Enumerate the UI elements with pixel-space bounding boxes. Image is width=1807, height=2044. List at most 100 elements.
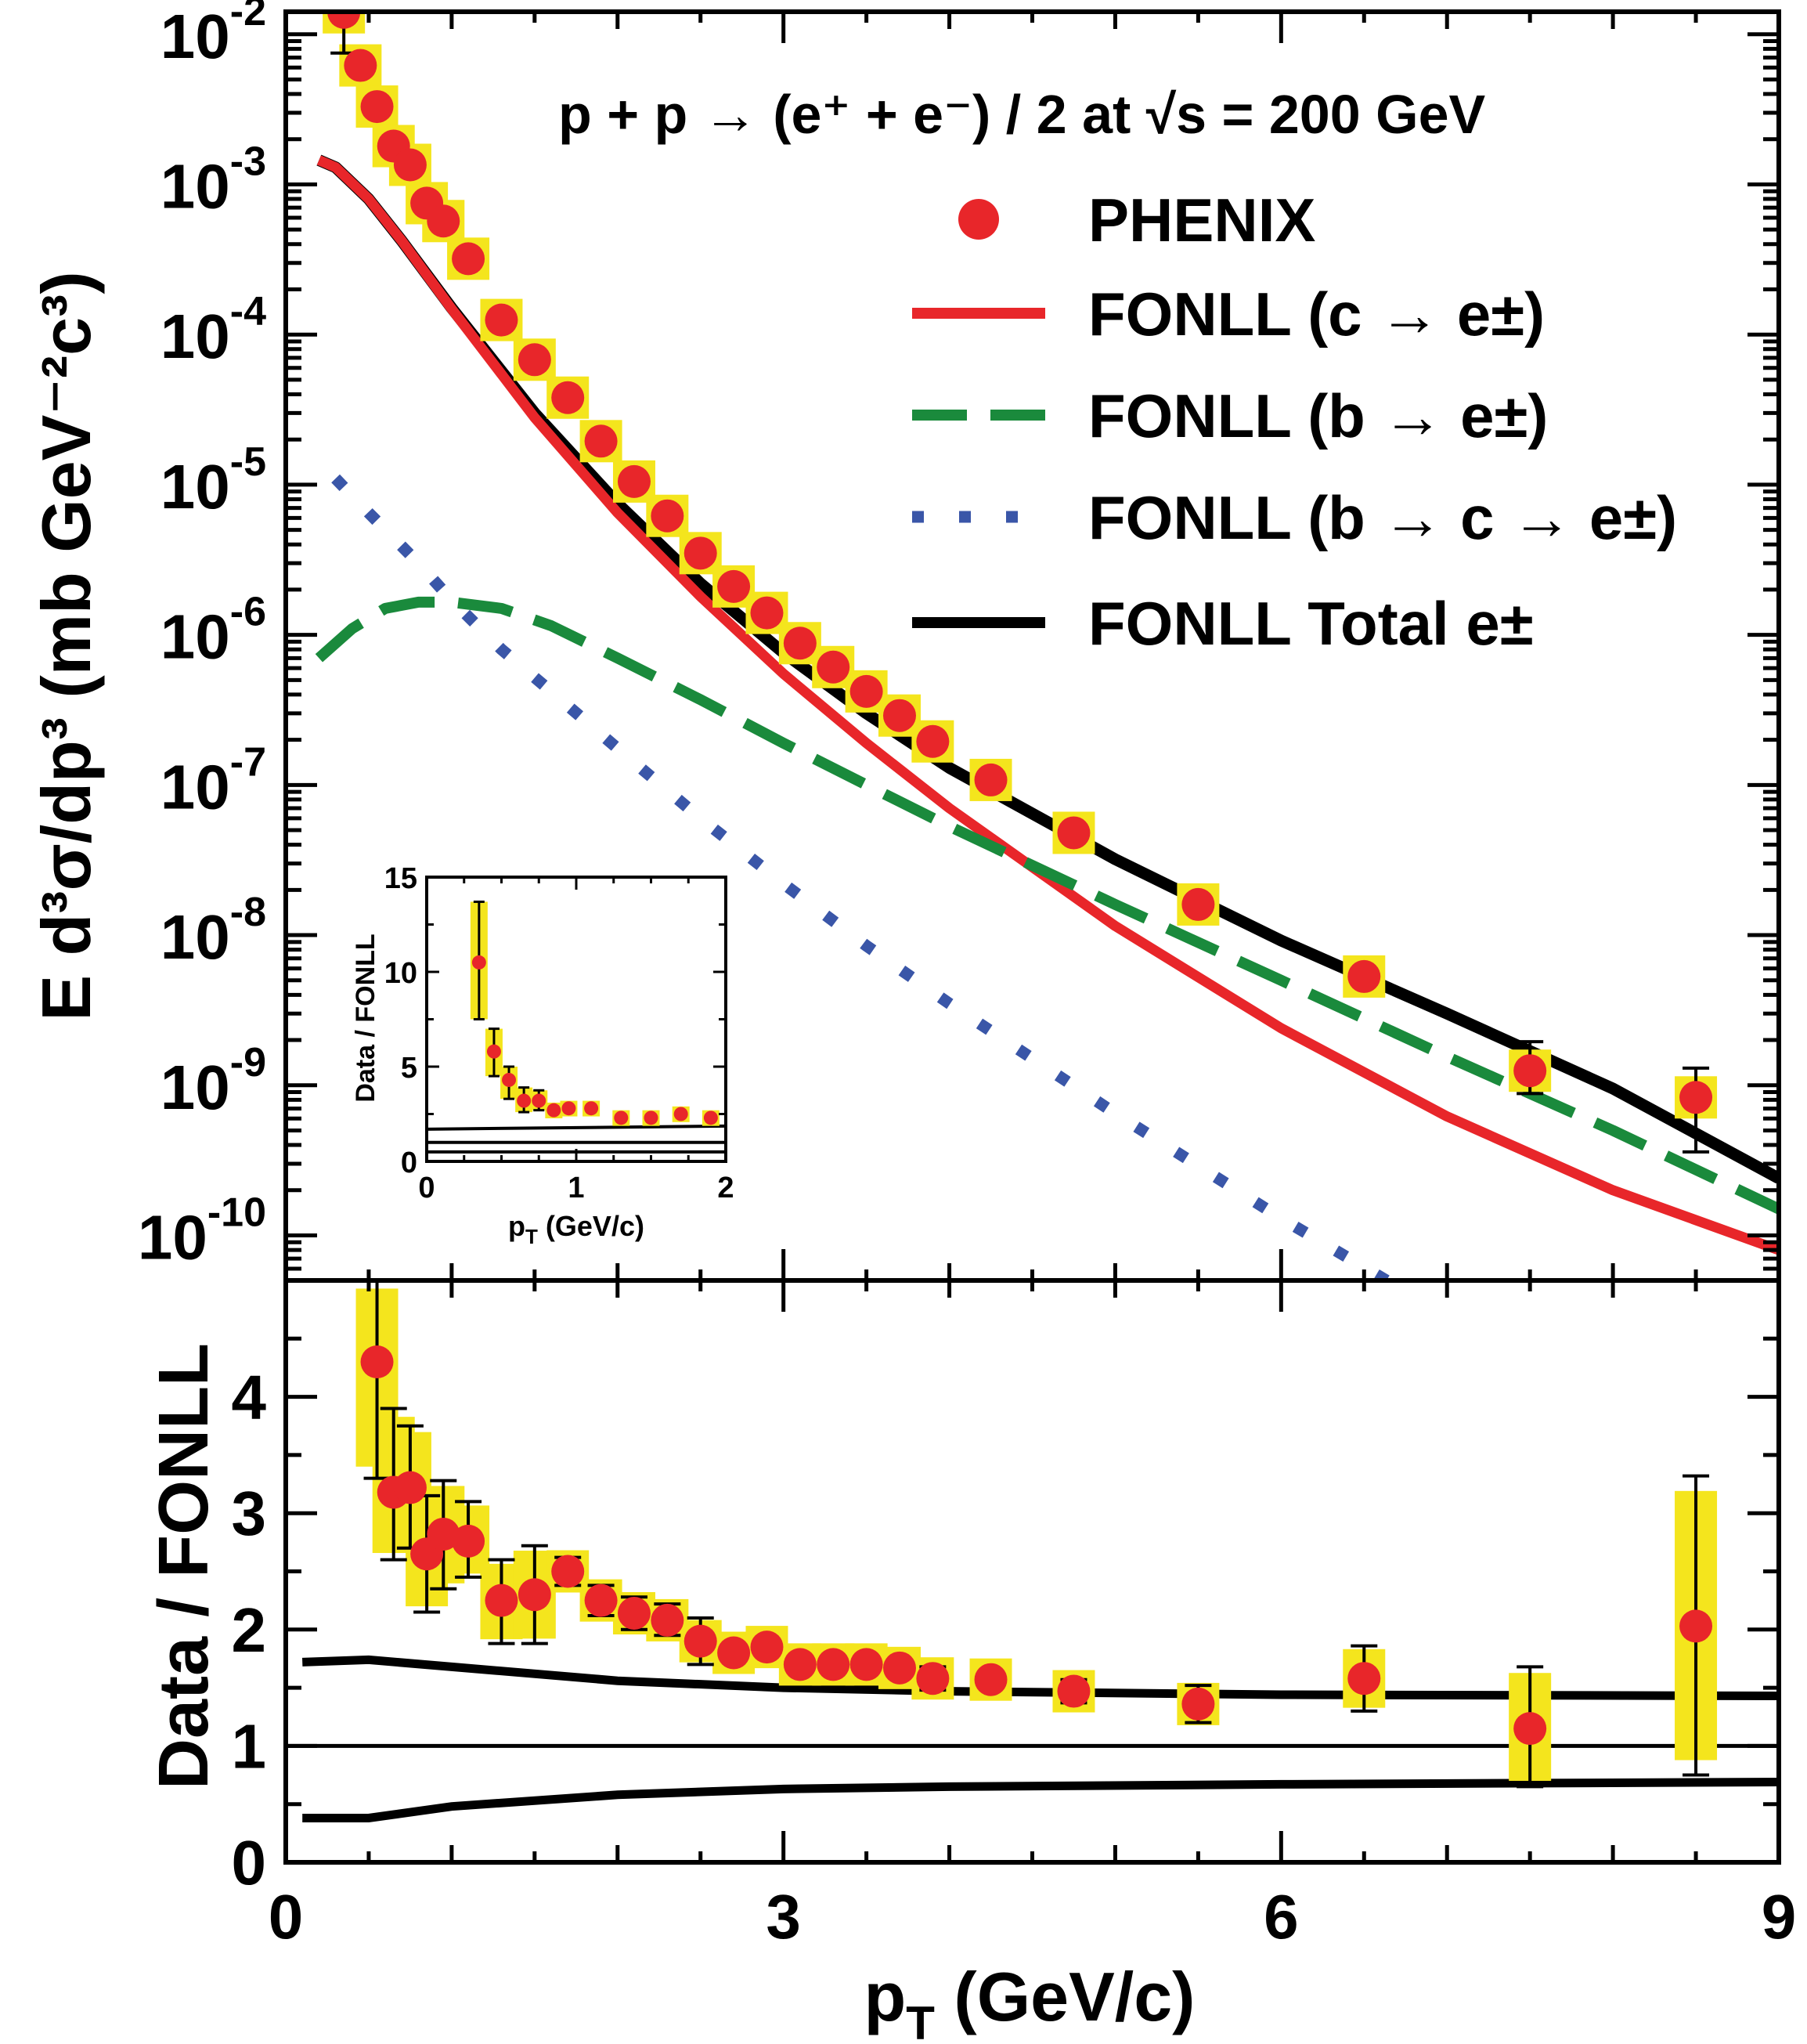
ratio-point-10: [617, 1596, 651, 1630]
ratio-ytick-label-0: 0: [232, 1828, 267, 1898]
ratio-point-22: [1181, 1687, 1215, 1721]
main-ytick-label-2: 10-4: [161, 289, 266, 371]
ratio-point-2: [393, 1471, 427, 1504]
ratio-xtick-label-2: 6: [1264, 1882, 1299, 1952]
data-point-13: [651, 499, 684, 533]
inset-ytick-label-0: 0: [401, 1147, 417, 1179]
inset-ytick-label-2: 10: [384, 957, 417, 990]
legend-label-total: FONLL Total e±: [1088, 589, 1534, 658]
ratio-point-25: [1679, 1609, 1713, 1643]
ratio-xtick-label-1: 3: [766, 1882, 801, 1952]
ratio-xtick-label-3: 9: [1762, 1882, 1797, 1952]
main-ytick-exp-2: -4: [230, 289, 266, 334]
inset-point-10: [673, 1107, 688, 1121]
ratio-point-8: [551, 1555, 585, 1588]
inset-point-9: [644, 1110, 658, 1125]
legend-label-b: FONLL (b → e±): [1088, 381, 1548, 450]
main-ytick-base-6: 10: [161, 902, 230, 972]
main-ytick-exp-3: -5: [230, 439, 266, 485]
legend-label-phenix: PHENIX: [1088, 186, 1315, 255]
inset-point-6: [561, 1101, 576, 1116]
data-point-6: [427, 204, 460, 238]
ratio-point-19: [916, 1662, 950, 1696]
ratio-point-14: [750, 1631, 784, 1664]
data-point-25: [1347, 959, 1381, 993]
data-point-4: [393, 148, 427, 182]
inset-point-0: [471, 955, 486, 970]
data-point-19: [849, 674, 883, 708]
inset-point-2: [502, 1072, 517, 1087]
data-point-15: [717, 569, 751, 603]
data-point-20: [882, 699, 916, 732]
ratio-band-lower: [302, 1778, 1779, 1822]
main-ytick-base-4: 10: [161, 602, 230, 672]
inset-xlabel-base: p: [508, 1210, 525, 1242]
main-ytick-label-0: 10-2: [161, 0, 266, 71]
ratio-panel: 0 1 2 3 4 0 3 6 9 Data / FONLL pT (GeV/c): [145, 1278, 1797, 2044]
ratio-point-17: [849, 1648, 883, 1681]
ratio-point-20: [974, 1663, 1008, 1696]
data-point-14: [683, 536, 717, 570]
main-ytick-base-7: 10: [161, 1053, 230, 1122]
ratio-ytick-label-4: 4: [232, 1363, 267, 1432]
inset-ytick-label-3: 15: [384, 862, 417, 895]
main-ytick-label-4: 10-6: [161, 590, 266, 672]
ratio-xtick-label-0: 0: [269, 1882, 304, 1952]
inset-point-3: [517, 1093, 532, 1108]
data-point-10: [551, 381, 585, 414]
legend-marker-phenix: [958, 199, 999, 240]
main-ytick-base-2: 10: [161, 302, 230, 371]
data-point-8: [485, 303, 518, 337]
legend-label-c: FONLL (c → e±): [1088, 280, 1545, 348]
main-ytick-base-1: 10: [161, 151, 230, 221]
data-point-17: [783, 627, 817, 660]
main-ytick-label-5: 10-7: [161, 739, 266, 822]
ratio-point-6: [485, 1584, 518, 1617]
ratio-point-5: [452, 1524, 485, 1558]
ratio-point-18: [882, 1651, 916, 1685]
inset-ytick-label-1: 5: [401, 1052, 417, 1085]
data-point-0: [327, 12, 361, 29]
inset-point-5: [546, 1103, 561, 1118]
main-ytick-label-1: 10-3: [161, 139, 266, 221]
inset-point-7: [584, 1101, 599, 1116]
chart-title: p + p → (e⁺ + e⁻) / 2 at √s = 200 GeV: [558, 84, 1486, 145]
data-point-26: [1513, 1054, 1547, 1088]
inset-point-4: [532, 1093, 546, 1108]
main-panel: 10-210-310-410-510-610-710-810-910-10E d…: [27, 0, 1781, 1283]
main-ytick-exp-4: -6: [230, 590, 266, 635]
ratio-point-15: [783, 1648, 817, 1681]
main-ytick-label-6: 10-8: [161, 890, 266, 972]
main-plot-area: [315, 12, 1779, 1280]
inset-xlabel-sub: T: [525, 1225, 538, 1248]
legend: PHENIX FONLL (c → e±) FONLL (b → e±) FONLL …: [912, 186, 1677, 658]
inset-xlabel: pT (GeV/c): [508, 1210, 644, 1248]
main-ytick-base-3: 10: [161, 452, 230, 522]
x-axis-label-rest: (GeV/c): [935, 1958, 1196, 2035]
ratio-point-7: [518, 1578, 551, 1612]
inset-point-11: [703, 1110, 718, 1125]
ratio-point-13: [717, 1636, 751, 1670]
main-ytick-exp-7: -9: [230, 1040, 266, 1085]
inset-xtick-label-2: 2: [717, 1172, 734, 1204]
data-point-2: [360, 90, 394, 124]
data-point-7: [452, 242, 485, 276]
main-ytick-base-0: 10: [161, 2, 230, 71]
data-point-22: [974, 763, 1008, 796]
main-ytick-exp-0: -2: [230, 0, 266, 34]
main-ytick-base-8: 10: [138, 1202, 207, 1272]
main-ytick-exp-8: -10: [207, 1190, 266, 1235]
data-point-1: [344, 49, 377, 82]
main-ytick-label-3: 10-5: [161, 439, 266, 522]
ratio-point-16: [817, 1648, 850, 1681]
inset-ylabel: Data / FONLL: [351, 934, 381, 1102]
data-point-23: [1057, 816, 1091, 850]
inset-point-8: [614, 1110, 629, 1125]
inset-xlabel-rest: (GeV/c): [538, 1210, 644, 1242]
data-point-27: [1679, 1081, 1713, 1114]
data-point-21: [916, 724, 950, 758]
main-ytick-label-7: 10-9: [161, 1040, 266, 1122]
data-point-9: [518, 343, 551, 377]
curve-b: [315, 596, 1779, 1215]
ratio-point-21: [1057, 1674, 1091, 1708]
